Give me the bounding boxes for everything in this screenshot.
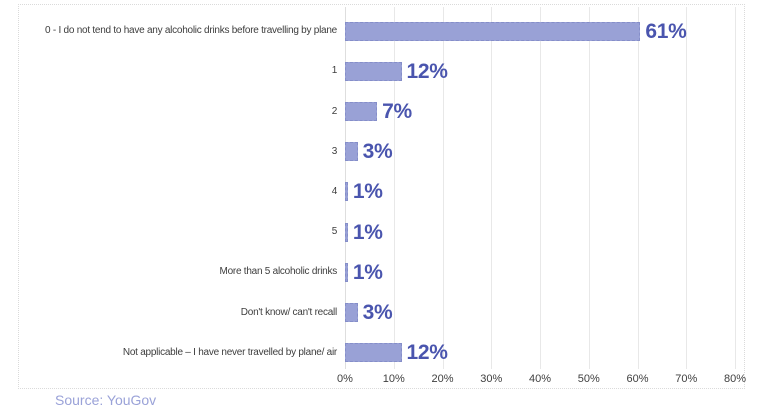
bar-row: 1 12% [19, 51, 744, 91]
category-label: 4 [331, 185, 338, 197]
source-caption: Source: YouGov [55, 392, 157, 408]
bar-row: 4 1% [19, 172, 744, 212]
category-cell: 5 [19, 227, 345, 237]
value-label: 12% [406, 59, 448, 83]
value-label: 12% [406, 341, 448, 365]
value-label: 3% [362, 301, 393, 325]
bar-cell: 1% [345, 212, 744, 252]
bar-row: More than 5 alcoholic drinks 1% [19, 252, 744, 292]
value-label: 1% [352, 260, 383, 284]
bar-cell: 1% [345, 172, 744, 212]
x-tick-label: 30% [480, 373, 503, 385]
bar [345, 61, 402, 81]
bar-row: 2 7% [19, 91, 744, 131]
bar [345, 142, 358, 162]
bar-row: 5 1% [19, 212, 744, 252]
x-tick-label: 60% [626, 373, 649, 385]
bar [345, 21, 641, 41]
category-cell: More than 5 alcoholic drinks [19, 267, 345, 277]
category-label: Not applicable – I have never travelled … [122, 346, 337, 358]
value-label: 1% [352, 220, 383, 244]
bar [345, 222, 348, 242]
category-label: 2 [331, 105, 338, 117]
category-cell: 4 [19, 185, 345, 197]
bar [345, 102, 378, 122]
category-cell: Not applicable – I have never travelled … [19, 346, 345, 358]
value-label: 3% [362, 140, 393, 164]
x-tick-label: 10% [382, 373, 405, 385]
value-label: 1% [352, 180, 383, 204]
category-cell: 2 [19, 105, 345, 117]
value-label: 7% [382, 100, 412, 124]
category-label: 5 [331, 226, 338, 238]
category-cell: 1 [19, 66, 345, 76]
category-label: 3 [331, 145, 338, 157]
bar-row: 0 - I do not tend to have any alcoholic … [19, 11, 744, 51]
chart-frame: 0 - I do not tend to have any alcoholic … [18, 4, 747, 389]
x-tick-label: 80% [723, 373, 747, 385]
category-label: More than 5 alcoholic drinks [219, 266, 337, 278]
bar [345, 182, 348, 202]
category-label: 0 - I do not tend to have any alcoholic … [45, 25, 337, 37]
bar-row: Not applicable – I have never travelled … [19, 333, 744, 373]
bar [345, 262, 348, 282]
category-cell: 0 - I do not tend to have any alcoholic … [19, 26, 345, 36]
bar-row: 3 3% [19, 132, 744, 172]
x-tick-label: 40% [528, 373, 552, 385]
bar-rows: 0 - I do not tend to have any alcoholic … [19, 11, 744, 373]
bar-cell: 3% [345, 293, 744, 333]
category-label: Don't know/ can't recall [240, 306, 337, 318]
bar-cell: 12% [345, 51, 744, 91]
value-label: 61% [645, 19, 687, 43]
bar [345, 303, 358, 323]
bar-cell: 12% [345, 333, 744, 373]
category-label: 1 [331, 65, 338, 77]
bar-cell: 7% [345, 91, 744, 131]
category-cell: 3 [19, 145, 345, 157]
bar [345, 343, 402, 363]
x-tick-label: 20% [431, 373, 454, 385]
x-tick-label: 0% [337, 373, 353, 385]
bar-cell: 3% [345, 132, 744, 172]
category-cell: Don't know/ can't recall [19, 306, 345, 318]
x-axis: 0% 10% 20% 30% 40% 50% 60% 70% 80% [337, 371, 747, 387]
x-tick-label: 50% [577, 373, 600, 385]
bar-cell: 1% [345, 252, 744, 292]
x-tick-label: 70% [675, 373, 698, 385]
bar-cell: 61% [345, 11, 744, 51]
bar-row: Don't know/ can't recall 3% [19, 293, 744, 333]
